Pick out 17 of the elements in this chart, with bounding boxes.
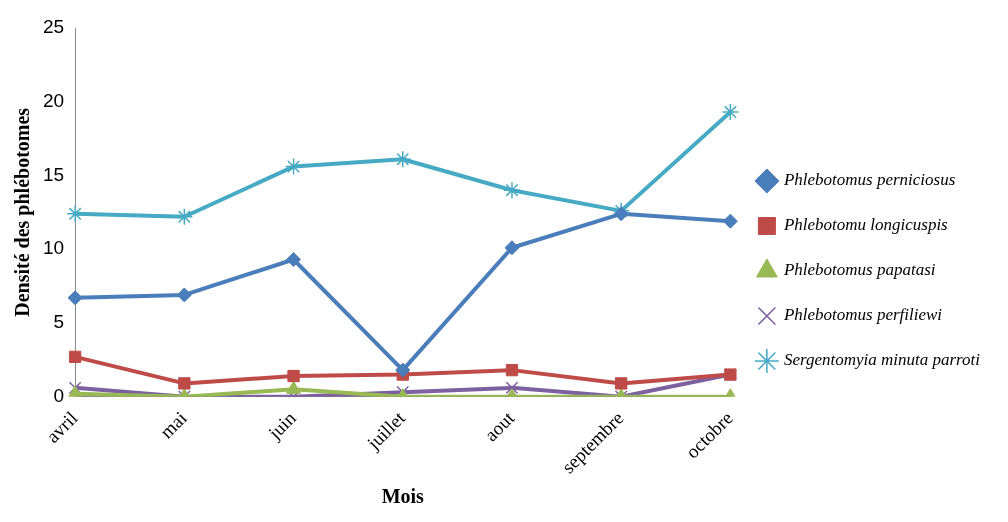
y-tick-label: 15 [42, 163, 65, 185]
x-axis-title: Mois [381, 485, 425, 508]
x-tick-label: aout [480, 406, 519, 446]
y-tick-label: 5 [53, 311, 65, 333]
legend-label: Phlebotomu longicuspis [782, 215, 949, 235]
x-tick-label: juin [263, 406, 301, 444]
legend-label: Phlebotomus perfiliewi [782, 305, 943, 325]
y-tick-label: 0 [53, 384, 65, 406]
y-tick-label: 10 [42, 237, 65, 259]
y-tick-label: 25 [42, 16, 65, 38]
y-axis-title: Densité des phlébotomes [11, 107, 35, 317]
y-tick-label: 20 [42, 89, 65, 111]
legend-label: Sergentomyia minuta parroti [783, 350, 981, 370]
legend-label: Phlebotomus perniciosus [782, 170, 956, 190]
x-tick-label: mai [155, 407, 191, 443]
legend-label: Phlebotomus papatasi [782, 260, 936, 280]
x-tick-label: avril [42, 407, 82, 447]
